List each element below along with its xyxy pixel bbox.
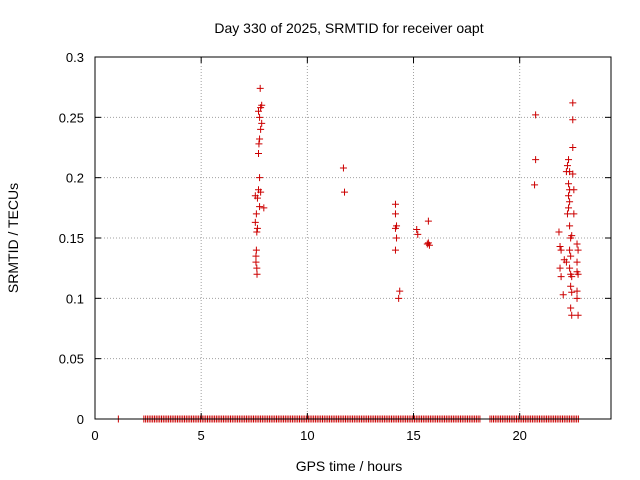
data-point [255,140,263,148]
data-point [414,230,422,238]
data-point [252,258,260,266]
data-point [253,224,261,232]
y-axis-label: SRMTID / TECUs [5,183,21,293]
data-point [573,287,581,295]
data-point [573,294,581,302]
data-point [424,217,432,225]
data-point [556,264,564,272]
data-point [253,264,261,272]
data-point [256,135,264,143]
data-point [257,188,265,196]
data-point [569,116,577,124]
data-point [570,210,578,218]
data-point [341,188,349,196]
data-point [557,246,565,254]
data-point [557,273,565,281]
data-point [256,174,264,182]
y-tick-label: 0.05 [59,352,84,367]
data-point [568,232,576,240]
data-point [565,156,573,164]
data-point [391,224,399,232]
data-point [565,192,573,200]
data-point [574,270,582,278]
data-point [573,240,581,248]
data-point [260,204,268,212]
data-point [391,200,399,208]
data-point [256,113,264,121]
data-point [395,294,403,302]
data-point [569,170,577,178]
x-tick-label: 5 [198,428,205,443]
y-tick-label: 0.1 [66,291,84,306]
data-point [413,226,421,234]
data-point [565,204,573,212]
data-point [257,125,265,133]
data-point [569,99,577,107]
data-point [567,252,575,260]
data-point [251,218,259,226]
y-tick-label: 0.25 [59,110,84,125]
data-point [565,180,573,188]
x-tick-label: 20 [512,428,526,443]
data-point [252,246,260,254]
data-point [255,150,263,158]
x-tick-label: 15 [406,428,420,443]
data-point [252,210,260,218]
y-tick-label: 0.2 [66,171,84,186]
data-point [252,252,260,260]
data-point [556,242,564,250]
data-point [339,164,347,172]
data-point [555,228,563,236]
data-point [258,101,266,109]
data-point [396,287,404,295]
data-point [391,210,399,218]
data-point [532,111,540,119]
data-point [562,258,570,266]
grid [95,57,611,419]
axis-ticks: 0 5 10 15 20 0 0.05 0.1 0.15 0.2 0.25 0.3 [59,50,611,443]
data-point [573,258,581,266]
data-point [258,119,266,127]
data-point [566,246,574,254]
data-point [574,311,582,319]
data-point [253,270,261,278]
data-point [393,234,401,242]
data-point [570,186,578,194]
data-point [574,246,582,254]
data-point [568,288,576,296]
data-point [566,198,574,206]
data-point [255,107,263,115]
data-point [256,203,264,211]
data-point [568,273,576,281]
y-tick-label: 0 [77,412,84,427]
data-point [566,264,574,272]
chart-title: Day 330 of 2025, SRMTID for receiver oap… [214,20,483,36]
data-point [567,304,575,312]
data-points [251,84,582,319]
data-point [568,311,576,319]
data-point [563,162,571,170]
x-tick-label: 0 [91,428,98,443]
data-point [532,156,540,164]
data-point [563,210,571,218]
data-point [531,181,539,189]
y-tick-label: 0.3 [66,50,84,65]
data-point [253,228,261,236]
data-point [569,144,577,151]
data-point [253,194,261,202]
y-tick-label: 0.15 [59,231,84,246]
data-point [423,240,431,248]
data-point [566,222,574,230]
x-axis-label: GPS time / hours [296,458,403,474]
data-point [256,84,264,92]
data-point [567,282,575,290]
data-point [391,246,399,254]
data-point [559,291,567,299]
x-tick-label: 10 [300,428,314,443]
